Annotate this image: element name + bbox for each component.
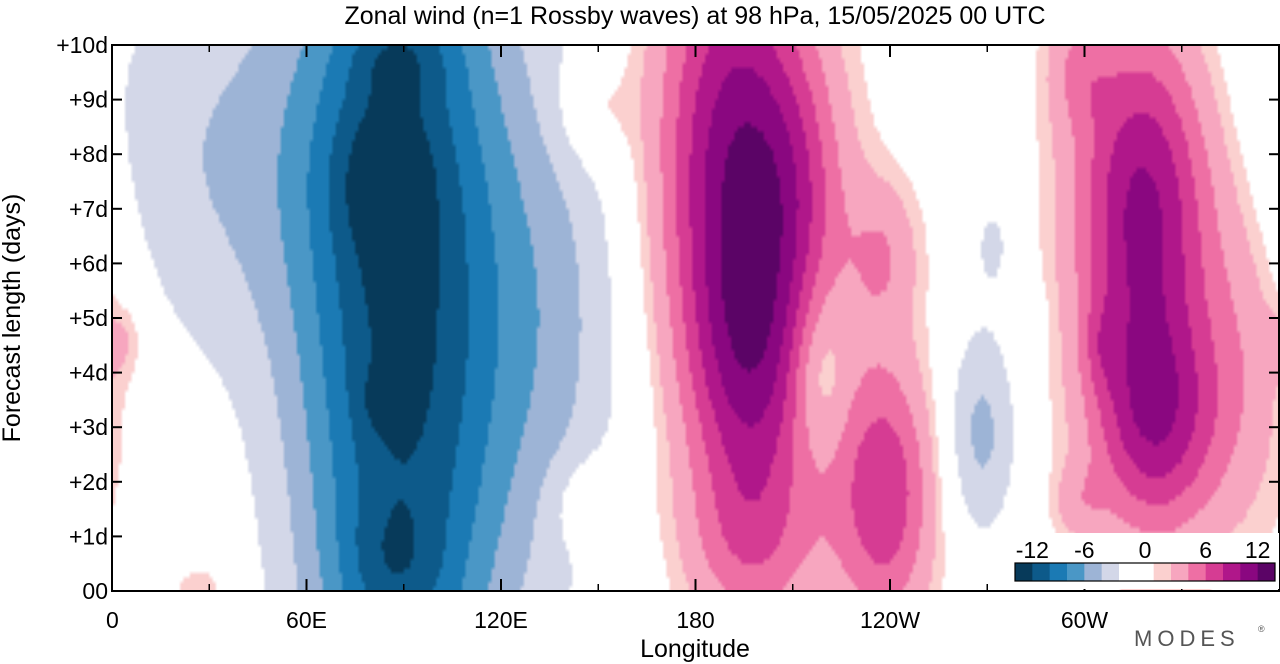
colorbar-swatch [1136,563,1155,581]
colorbar-tick-label: -12 [1016,537,1049,563]
y-tick-label: +2d [69,469,108,495]
y-tick-label: +9d [69,87,108,113]
x-axis: 0 60E 120E 180 120W 60W [106,45,1183,633]
colorbar-swatch [1223,563,1241,581]
colorbar-frame [1014,562,1276,582]
x-tick-label: 180 [676,607,714,633]
colorbar-swatch [1015,563,1033,581]
x-axis-label: Longitude [640,635,750,663]
contour-field [112,45,1279,591]
colorbar-tick-label: -6 [1074,537,1094,563]
colorbar-tick-label: 12 [1245,537,1271,563]
colorbar-swatch [1084,563,1103,581]
y-tick-label: +7d [69,196,108,222]
x-tick-label: 120E [474,607,528,633]
y-tick-label: +5d [69,305,108,331]
colorbar-swatch [1049,563,1068,581]
y-tick-label: +8d [69,141,108,167]
chart-title: Zonal wind (n=1 Rossby waves) at 98 hPa,… [344,2,1045,30]
colorbar-swatch [1153,563,1172,581]
x-tick-label: 60E [286,607,327,633]
y-axis-label: Forecast length (days) [0,194,26,443]
colorbar-swatch [1032,563,1051,581]
y-tick-label: +10d [56,32,108,58]
colorbar-swatch [1257,563,1276,581]
registered-mark: ® [1258,624,1265,634]
y-tick-label: +4d [69,360,108,386]
x-tick-label: 0 [106,607,119,633]
contour-image [112,45,1279,591]
colorbar-tick-label: 0 [1139,537,1152,563]
colorbar-swatch [1119,563,1137,581]
y-axis: 00 +1d +2d +3d +4d +5d +6d +7d +8d +9d +10d [56,32,1279,604]
modes-brand: MODES [1134,626,1240,651]
colorbar-swatch [1205,563,1224,581]
colorbar-tick-label: 6 [1199,537,1212,563]
y-tick-label: +1d [69,523,108,549]
colorbar: -12 -6 0 6 12 [1011,533,1279,589]
x-tick-label: 60W [1061,607,1109,633]
colorbar-swatch [1188,563,1207,581]
colorbar-swatch [1240,563,1259,581]
y-tick-label: +6d [69,250,108,276]
colorbar-swatch [1101,563,1120,581]
y-tick-label: 00 [82,578,108,604]
colorbar-swatch [1067,563,1085,581]
x-tick-label: 120W [860,607,920,633]
y-tick-label: +3d [69,414,108,440]
colorbar-swatch [1171,563,1189,581]
